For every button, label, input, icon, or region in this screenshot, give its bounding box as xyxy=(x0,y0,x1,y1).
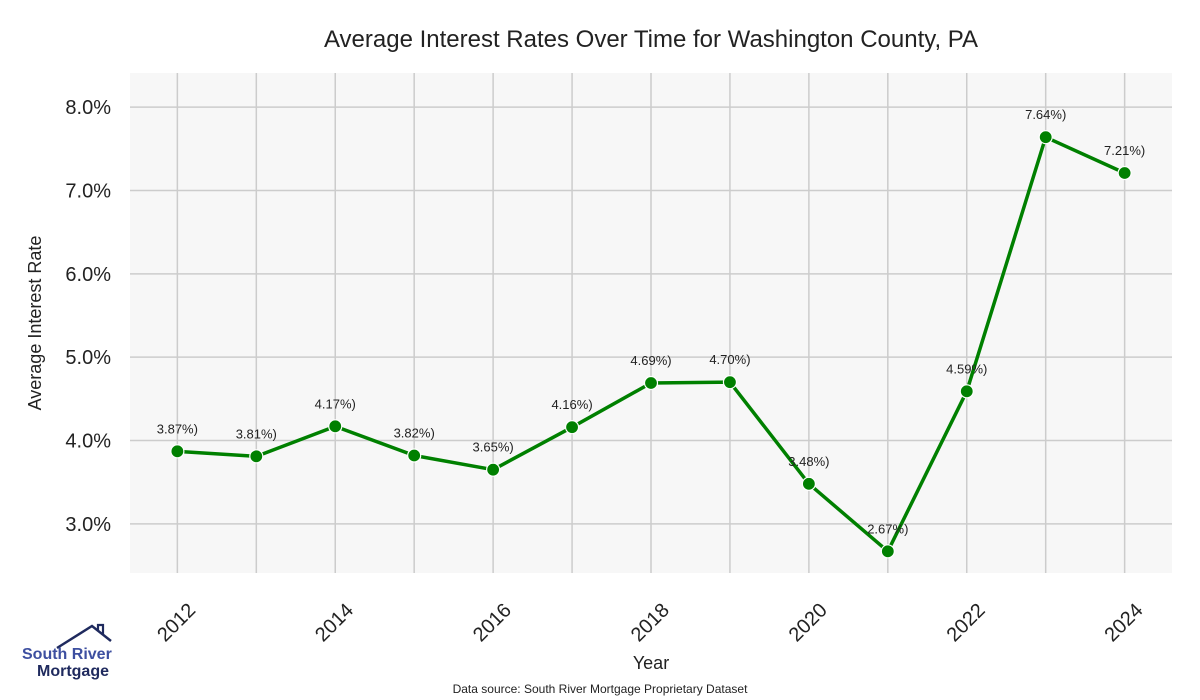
data-point xyxy=(1038,130,1053,145)
x-tick-label: 2022 xyxy=(943,599,990,646)
x-tick-label: 2018 xyxy=(627,599,674,646)
data-label: 2.67%) xyxy=(867,521,908,536)
data-point xyxy=(880,544,895,559)
x-tick-label: 2012 xyxy=(153,599,200,646)
data-label: 4.16%) xyxy=(551,397,592,412)
data-label: 3.87%) xyxy=(157,421,198,436)
data-label: 7.21%) xyxy=(1104,143,1145,158)
data-label: 3.82%) xyxy=(394,426,435,441)
data-point xyxy=(722,375,738,390)
chart-title: Average Interest Rates Over Time for Was… xyxy=(324,26,978,53)
data-point xyxy=(1117,165,1132,181)
y-tick-label: 6.0% xyxy=(65,264,111,286)
data-point xyxy=(564,420,580,435)
x-axis-label: Year xyxy=(633,653,669,673)
data-label: 4.69%) xyxy=(630,353,671,368)
data-point xyxy=(959,384,974,399)
south-river-logo: South River Mortgage xyxy=(22,623,112,680)
data-point xyxy=(801,476,816,491)
data-source-note: Data source: South River Mortgage Propri… xyxy=(453,682,748,696)
y-tick-label: 3.0% xyxy=(65,514,111,536)
x-tick-label: 2020 xyxy=(785,599,832,646)
x-tick-label: 2014 xyxy=(311,599,358,646)
data-label: 4.17%) xyxy=(315,396,356,411)
house-roof-icon xyxy=(56,624,112,650)
data-point xyxy=(170,444,185,459)
data-label: 4.70%) xyxy=(709,352,750,367)
data-label: 3.48%) xyxy=(788,454,829,469)
data-label: 3.65%) xyxy=(473,440,514,455)
data-point xyxy=(328,419,343,434)
y-tick-label: 8.0% xyxy=(65,97,111,119)
y-tick-label: 5.0% xyxy=(65,347,111,369)
x-tick-label: 2016 xyxy=(469,599,516,646)
chimney-icon xyxy=(96,623,105,635)
data-point xyxy=(407,448,422,463)
x-tick-label: 2024 xyxy=(1100,599,1147,646)
data-point xyxy=(249,449,264,464)
data-label: 3.81%) xyxy=(236,426,277,441)
data-point xyxy=(643,375,659,391)
data-label: 7.64%) xyxy=(1025,107,1066,122)
data-label: 4.59%) xyxy=(946,361,987,376)
y-tick-label: 4.0% xyxy=(65,431,111,453)
logo-text-line1: South River xyxy=(22,646,112,663)
y-axis-label: Average Interest Rate xyxy=(25,236,45,411)
y-tick-label: 7.0% xyxy=(65,181,111,203)
logo-text-line2: Mortgage xyxy=(37,663,109,680)
data-point xyxy=(486,462,501,477)
